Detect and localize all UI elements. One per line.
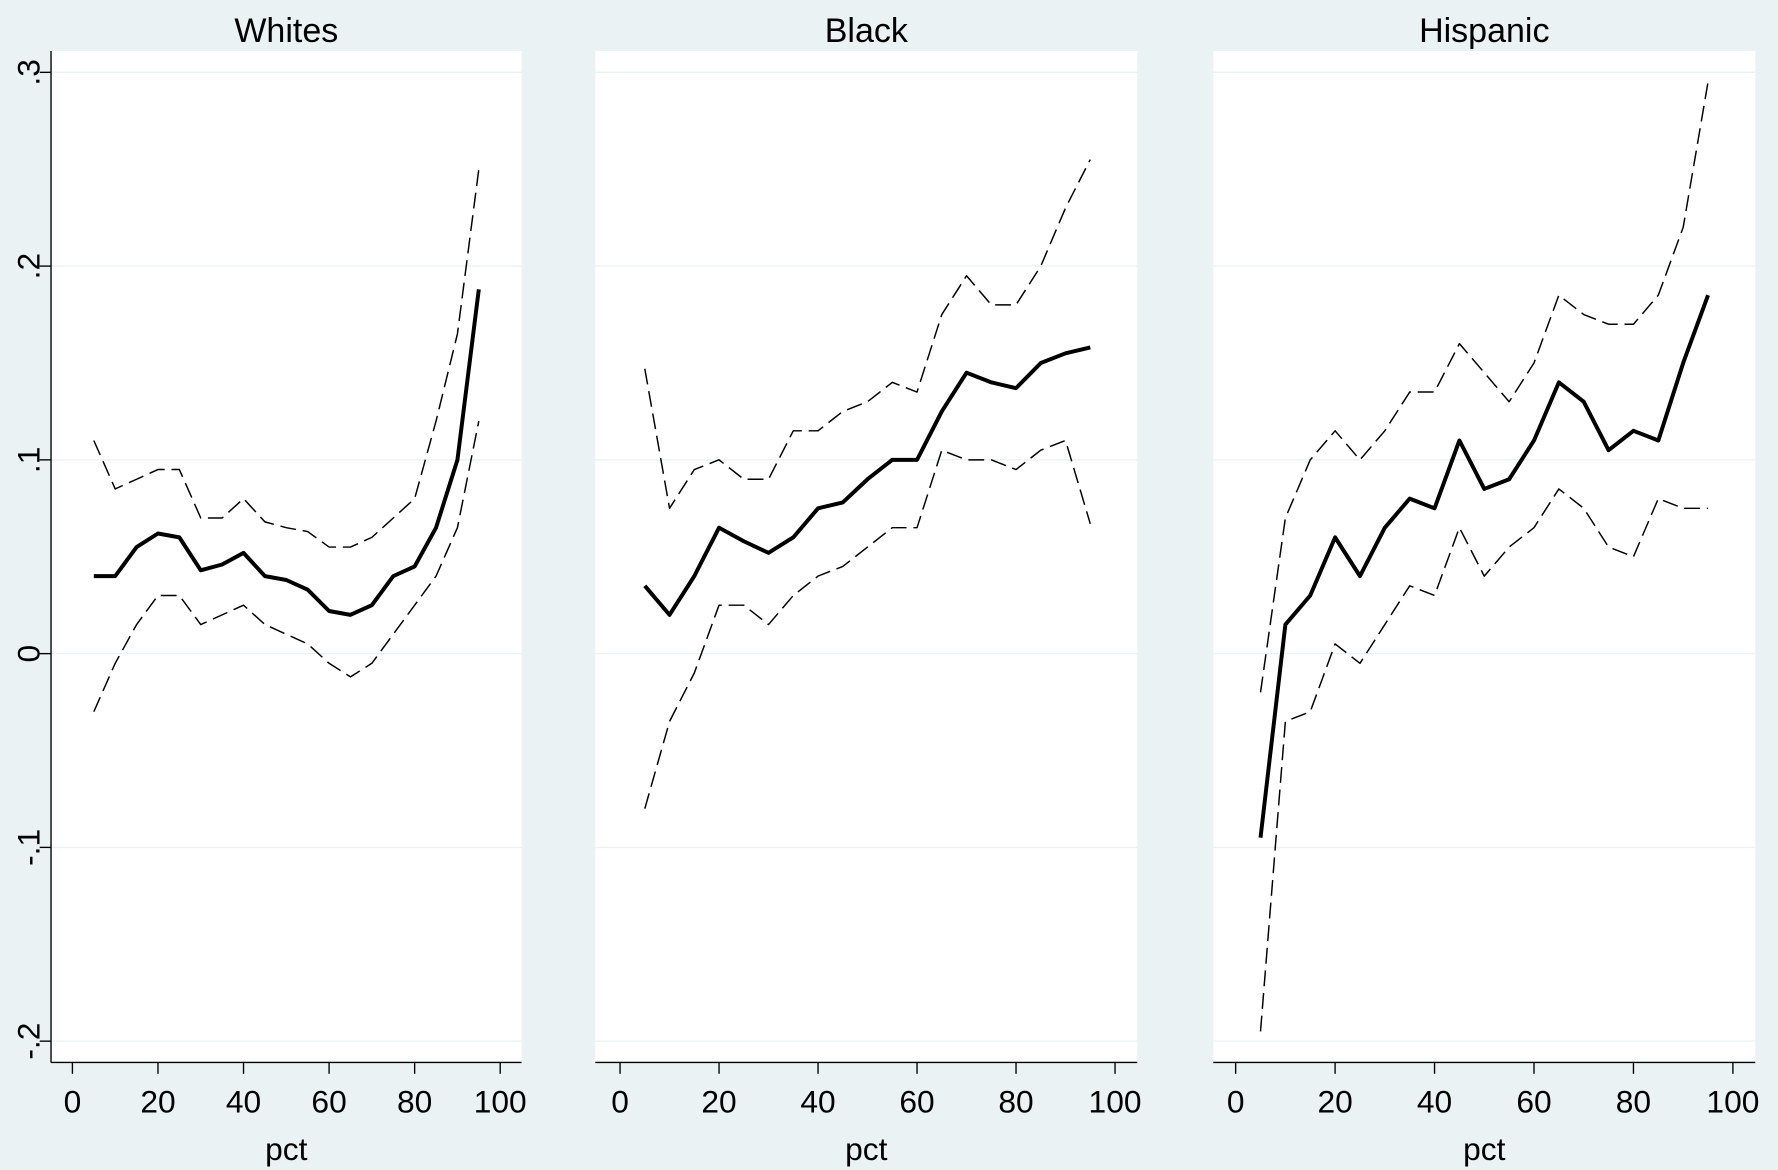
confidence-band-line: [1259, 488, 1709, 1032]
x-tick-label: 0: [611, 1083, 629, 1119]
x-tick-label: 20: [140, 1083, 175, 1119]
plot-area: [595, 51, 1138, 1063]
panel-title: Whites: [234, 12, 338, 50]
y-tick-label: .1: [11, 447, 47, 473]
x-tick-label: 100: [474, 1083, 527, 1119]
confidence-band-line: [644, 159, 1091, 510]
x-axis-title: pct: [1463, 1131, 1506, 1167]
chart-body: 0 20 40 60 80 100 pct Whites -.2 -.1 0 .1 .2 .3 0 20 40 6…: [11, 12, 1760, 1167]
x-tick-label: 20: [701, 1083, 736, 1119]
y-tick-label: -.1: [11, 829, 47, 866]
plot-area: [1213, 51, 1756, 1063]
x-tick-label: 80: [998, 1083, 1033, 1119]
y-tick-label: .3: [11, 59, 47, 85]
x-tick-label: 20: [1317, 1083, 1352, 1119]
x-tick-label: 40: [800, 1083, 835, 1119]
x-tick-label: 60: [311, 1083, 346, 1119]
confidence-band-line: [93, 169, 480, 548]
plot-area: [51, 51, 522, 1063]
y-tick-label: 0: [11, 645, 47, 663]
x-axis-title: pct: [845, 1131, 888, 1167]
x-tick-label: 100: [1706, 1083, 1759, 1119]
panel-title: Hispanic: [1419, 12, 1549, 50]
confidence-band-line: [1259, 81, 1709, 693]
estimate-line: [93, 289, 481, 617]
y-tick-label: -.2: [11, 1023, 47, 1060]
x-tick-label: 80: [1616, 1083, 1651, 1119]
x-tick-label: 60: [899, 1083, 934, 1119]
x-tick-label: 40: [1417, 1083, 1452, 1119]
x-tick-label: 0: [1227, 1083, 1245, 1119]
confidence-band-line: [644, 439, 1091, 809]
x-tick-label: 100: [1089, 1083, 1142, 1119]
y-tick-label: .2: [11, 253, 47, 279]
x-tick-label: 40: [226, 1083, 261, 1119]
x-tick-label: 80: [397, 1083, 432, 1119]
panel-title: Black: [825, 12, 909, 50]
x-axis-title: pct: [265, 1131, 308, 1167]
confidence-band-line: [93, 420, 480, 713]
x-tick-label: 0: [64, 1083, 82, 1119]
x-tick-label: 60: [1516, 1083, 1551, 1119]
estimate-line: [1258, 294, 1710, 838]
estimate-line: [643, 345, 1091, 617]
